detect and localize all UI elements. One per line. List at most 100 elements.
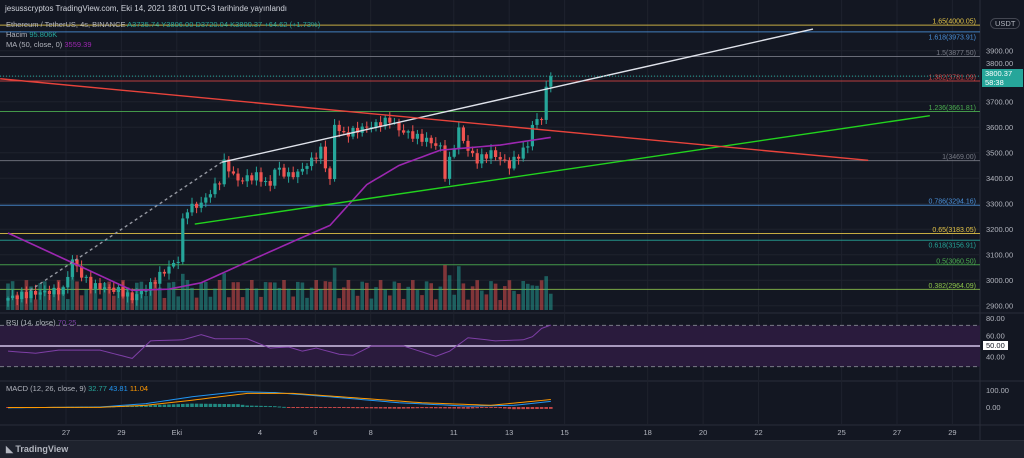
macd-histogram-bar — [369, 407, 374, 409]
macd-histogram-bar — [171, 404, 176, 407]
macd-histogram-bar — [342, 407, 346, 408]
macd-histogram-bar — [351, 407, 355, 409]
volume-bar — [406, 286, 410, 310]
volume-bar — [498, 300, 502, 310]
candle — [379, 122, 383, 127]
candle — [167, 266, 171, 274]
candle — [75, 259, 79, 267]
macd-histogram-bar — [250, 405, 254, 407]
candle — [172, 262, 176, 267]
candle — [11, 295, 15, 299]
candle — [277, 167, 281, 170]
candle — [245, 175, 249, 182]
volume-bar — [98, 298, 102, 310]
rsi-mid-badge: 50.00 — [983, 341, 1008, 350]
volume-bar — [286, 288, 291, 310]
volume-bar — [397, 283, 401, 310]
macd-histogram-bar — [493, 407, 498, 408]
y-tick-label: 3600.00 — [986, 123, 1013, 132]
candle — [121, 287, 125, 297]
fib-level-label: 1.65(4000.05) — [932, 19, 976, 26]
macd-histogram-bar — [452, 407, 456, 409]
volume-bar — [208, 296, 213, 310]
x-tick-label: 20 — [699, 428, 707, 437]
candle — [420, 133, 424, 142]
candle — [162, 271, 166, 274]
candle — [319, 146, 323, 159]
macd-histogram-bar — [424, 407, 429, 409]
candle — [98, 283, 102, 289]
volume-bar — [549, 293, 553, 310]
volume-bar — [171, 281, 176, 310]
candle — [356, 127, 360, 133]
volume-bar — [314, 280, 318, 310]
volume-bar — [480, 290, 484, 310]
candle — [282, 167, 286, 177]
macd-histogram-bar — [346, 407, 351, 409]
publication-info: jesusscryptos TradingView.com, Eki 14, 2… — [5, 4, 288, 13]
macd-histogram-bar — [208, 403, 213, 407]
macd-histogram-bar — [526, 407, 530, 410]
macd-histogram-bar — [516, 407, 521, 410]
candle — [521, 147, 525, 159]
macd-histogram-bar — [185, 403, 190, 407]
volume-bar — [447, 275, 452, 310]
candle — [190, 203, 194, 213]
macd-histogram-bar — [231, 404, 236, 407]
volume-bar — [539, 280, 544, 310]
macd-histogram-bar — [135, 405, 139, 407]
candle — [259, 172, 263, 182]
candle — [135, 294, 139, 301]
ma50-line — [7, 136, 551, 292]
y-tick-label: 3200.00 — [986, 225, 1013, 234]
macd-tick-label: 100.00 — [986, 386, 1009, 395]
macd-histogram-bar — [374, 407, 378, 409]
currency-button[interactable]: USDT — [990, 18, 1021, 29]
candle — [218, 183, 222, 185]
price-chart[interactable]: 3900.00 3800.00 3700.00 3600.00 3500.00 3400.… — [0, 0, 1024, 440]
volume-bar — [66, 299, 70, 310]
x-tick-label: 18 — [644, 428, 652, 437]
volume-bar — [144, 296, 148, 310]
candle — [549, 76, 553, 87]
macd-histogram-bar — [254, 405, 259, 407]
volume-bar — [503, 286, 507, 310]
volume-bar — [33, 299, 38, 310]
candle — [287, 172, 291, 177]
volume-bar — [259, 296, 263, 310]
candle — [103, 287, 107, 289]
candle — [227, 159, 231, 172]
candle — [52, 287, 56, 295]
volume-bar — [158, 287, 162, 310]
macd-histogram-bar — [153, 404, 157, 407]
rsi-legend[interactable]: RSI (14, close) 70.25 — [6, 318, 76, 327]
volume-bar — [250, 280, 254, 310]
tradingview-logo[interactable]: ◣ TradingView — [6, 444, 69, 454]
macd-histogram-bar — [199, 403, 203, 407]
macd-histogram-bar — [328, 407, 332, 408]
trendline-lower-channel — [194, 115, 930, 225]
rsi-line — [7, 324, 551, 359]
candle — [540, 119, 544, 121]
macd-histogram-bar — [466, 407, 470, 409]
y-tick-label: 3300.00 — [986, 200, 1013, 209]
ma-legend[interactable]: MA (50, close, 0) 3559.39 — [6, 40, 92, 49]
y-tick-label: 3700.00 — [986, 98, 1013, 107]
candle — [443, 145, 447, 179]
macd-histogram-bar — [461, 407, 466, 409]
candle — [425, 137, 429, 142]
candle — [213, 183, 217, 195]
rsi-tick-label: 80.00 — [986, 314, 1005, 323]
x-tick-label: 27 — [62, 428, 70, 437]
volume-bar — [374, 287, 378, 310]
candle — [544, 86, 548, 120]
candle — [107, 287, 111, 289]
macd-histogram-bar — [213, 403, 217, 407]
ma-value: 3559.39 — [64, 40, 92, 49]
macd-legend[interactable]: MACD (12, 26, close, 9) 32.77 43.81 11.0… — [6, 384, 148, 393]
symbol-name[interactable]: Ethereum / TetherUS, 4s, BINANCE — [6, 20, 126, 29]
macd-histogram-bar — [512, 407, 516, 410]
volume-legend[interactable]: Hacim 95.806K — [6, 30, 57, 39]
y-tick-label: 3000.00 — [986, 276, 1013, 285]
candle — [300, 168, 304, 172]
